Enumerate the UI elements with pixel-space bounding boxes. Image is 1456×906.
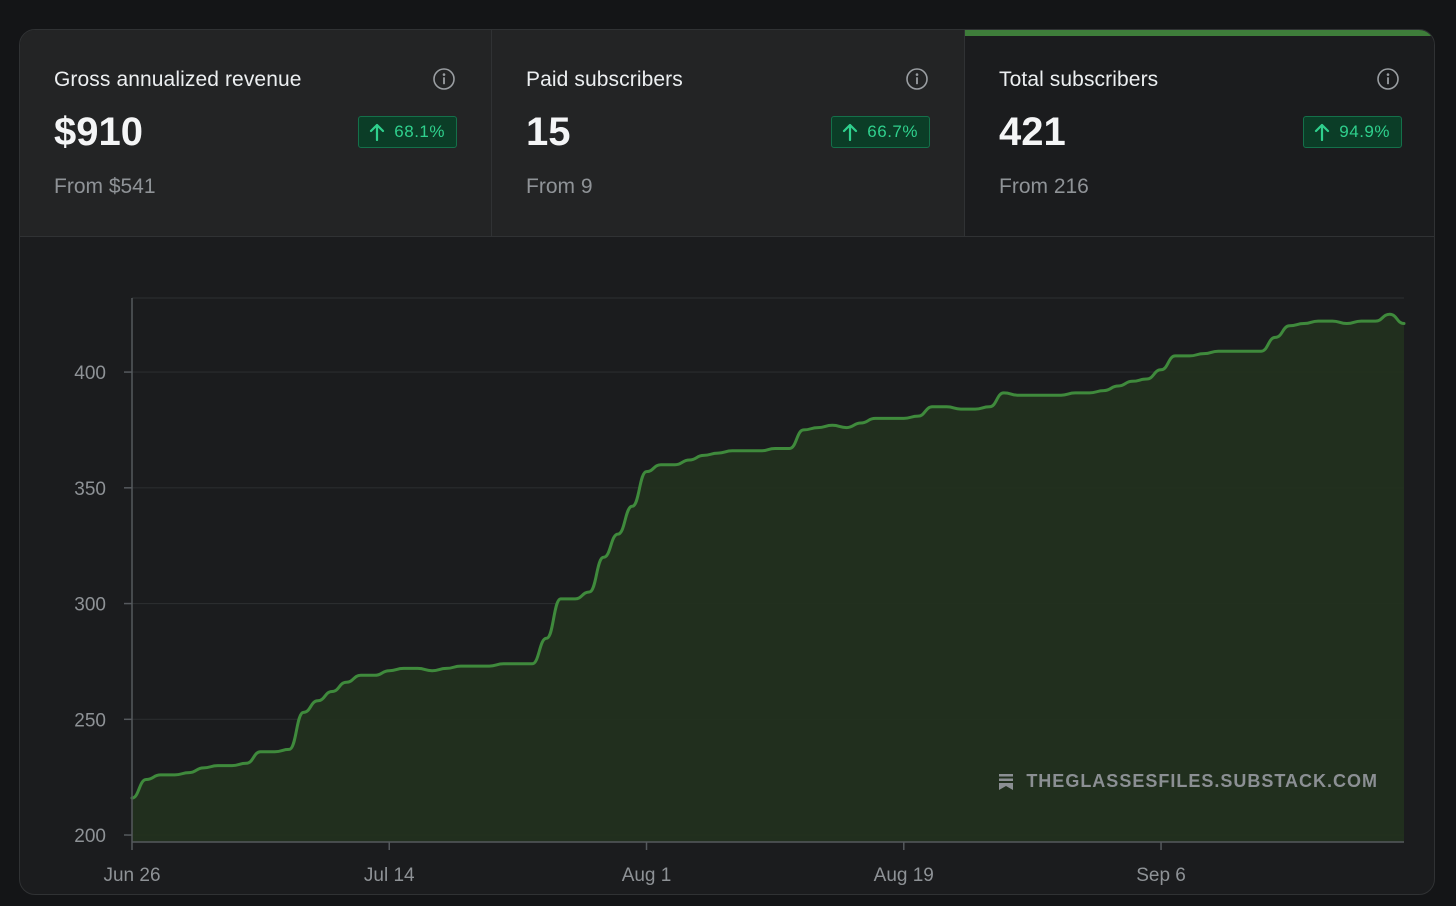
y-tick-label: 250 [74,710,106,731]
info-icon[interactable] [906,68,928,90]
x-tick-label: Aug 19 [874,865,934,886]
stat-label: Gross annualized revenue [54,68,302,91]
stat-label: Paid subscribers [526,68,683,91]
stat-from: From 216 [999,175,1089,198]
stat-tab-total-subscribers[interactable]: Total subscribers 421 94.9% From 216 [965,30,1434,236]
change-percent: 68.1% [394,122,445,141]
arrow-up-icon [843,123,858,141]
change-badge: 68.1% [358,116,457,148]
change-percent: 94.9% [1339,122,1390,141]
change-badge: 66.7% [831,116,930,148]
series-area [132,314,1404,842]
arrow-up-icon [370,123,385,141]
stat-tab-paid-subscribers[interactable]: Paid subscribers 15 66.7% From 9 [492,30,965,236]
y-tick-label: 400 [74,363,106,384]
x-tick-label: Jul 14 [364,865,415,886]
x-tick-label: Jun 26 [103,865,160,886]
y-tick-label: 300 [74,595,106,616]
bookmark-icon [999,773,1014,790]
y-tick-label: 200 [74,826,106,847]
change-badge: 94.9% [1303,116,1402,148]
stat-from: From 9 [526,175,593,198]
stat-value: 15 [526,110,571,154]
stats-row: Gross annualized revenue $910 68.1% From… [20,30,1434,237]
arrow-up-icon [1315,123,1330,141]
stat-from: From $541 [54,175,156,198]
subscribers-chart: 200 250 300 350 400 Jun 26 Jul 14 Aug 1 Aug 19 Se… [20,236,1434,894]
stat-label: Total subscribers [999,68,1159,91]
x-tick-label: Aug 1 [622,865,672,886]
subscriber-dashboard-card: Gross annualized revenue $910 68.1% From… [19,29,1435,895]
watermark-text: THEGLASSESFILES.SUBSTACK.COM [1026,771,1378,791]
stat-tab-gross-revenue[interactable]: Gross annualized revenue $910 68.1% From… [20,30,492,236]
active-tab-indicator [965,30,1434,36]
y-tick-label: 350 [74,479,106,500]
stat-value: $910 [54,110,143,154]
stat-value: 421 [999,110,1066,154]
series-line [130,312,1406,800]
info-icon[interactable] [433,68,455,90]
chart-svg: 200 250 300 350 400 Jun 26 Jul 14 Aug 1 Aug 19 Se… [74,297,1406,886]
watermark: THEGLASSESFILES.SUBSTACK.COM [998,771,1378,792]
change-percent: 66.7% [867,122,918,141]
x-tick-label: Sep 6 [1136,865,1186,886]
info-icon[interactable] [1377,68,1399,90]
